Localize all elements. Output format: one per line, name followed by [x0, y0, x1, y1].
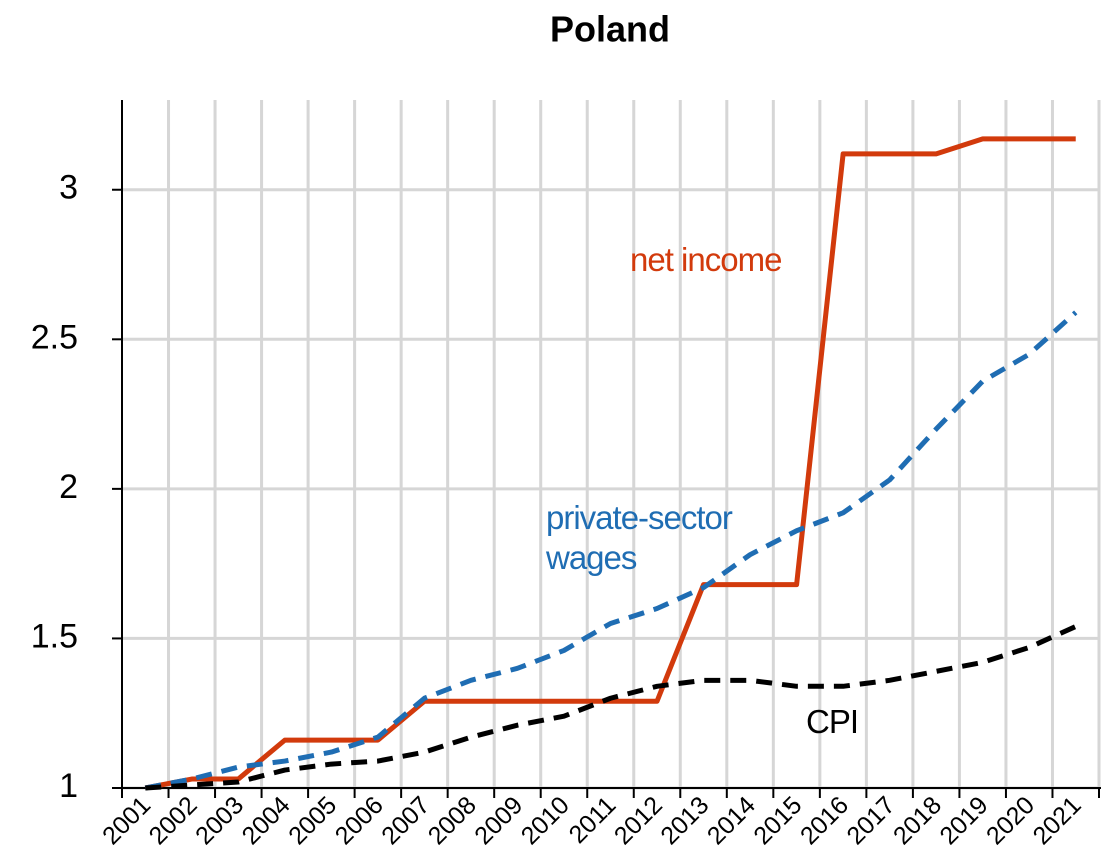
y-tick-label: 1 — [59, 767, 78, 805]
x-tick-label: 2019 — [934, 791, 993, 850]
series-line — [145, 624, 1077, 791]
x-tick-label: 2001 — [97, 791, 156, 850]
x-tick-label: 2013 — [655, 791, 714, 850]
x-tick-label: 2003 — [190, 791, 249, 850]
series-line — [144, 136, 1076, 791]
chart-title: Poland — [550, 9, 670, 50]
series-label: CPI — [806, 703, 859, 740]
x-tick-label: 2007 — [376, 791, 435, 850]
x-tick-label: 2011 — [564, 791, 622, 849]
series-label: net income — [630, 241, 782, 278]
x-tick-label: 2014 — [702, 791, 761, 850]
x-tick-label: 2002 — [144, 791, 203, 850]
series-label: private-sector wages — [546, 499, 733, 576]
x-tick-label: 2006 — [330, 791, 389, 850]
x-tick-label: 2012 — [609, 791, 668, 850]
x-tick-label: 2010 — [516, 791, 575, 850]
y-tick-label: 2.5 — [31, 318, 78, 356]
x-tick-label: 2005 — [283, 791, 342, 850]
x-tick-label: 2017 — [841, 791, 900, 850]
x-tick-label: 2021 — [1028, 791, 1087, 850]
x-tick-label: 2008 — [423, 791, 482, 850]
x-tick-label: 2016 — [795, 791, 854, 850]
x-tick-label: 2018 — [888, 791, 947, 850]
x-tick-label: 2015 — [748, 791, 807, 850]
x-tick-label: 2020 — [981, 791, 1040, 850]
y-tick-label: 1.5 — [31, 617, 78, 655]
series-line — [144, 310, 1078, 791]
y-tick-label: 3 — [59, 169, 78, 207]
x-tick-label: 2004 — [237, 791, 296, 850]
y-tick-label: 2 — [59, 468, 78, 506]
x-tick-label: 2009 — [469, 791, 528, 850]
